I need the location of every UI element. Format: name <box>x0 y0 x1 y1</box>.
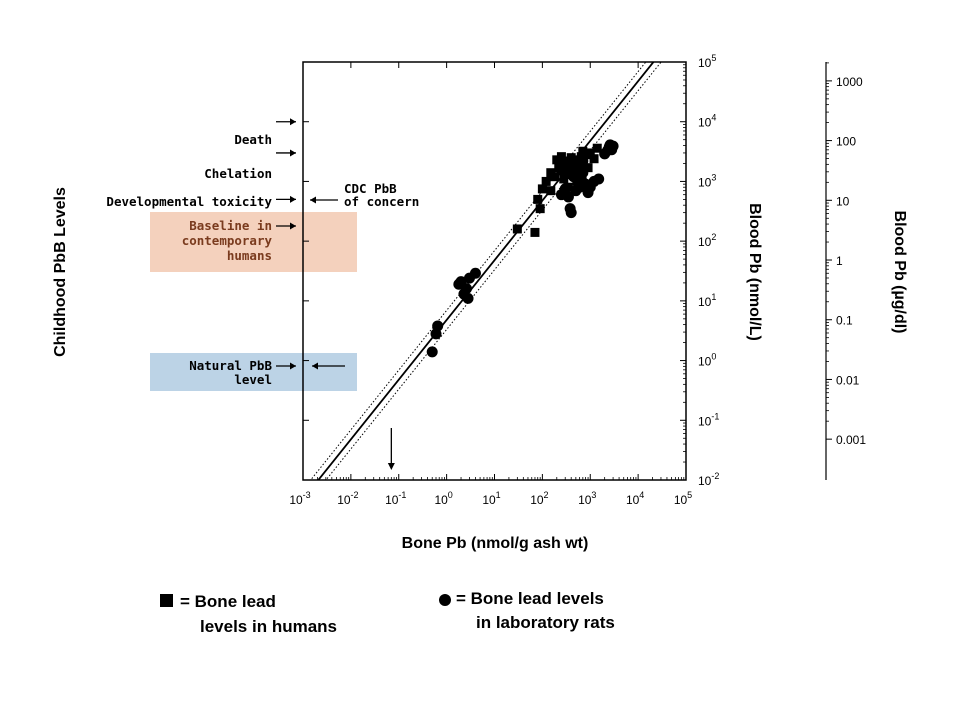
baseline-label-line3: humans <box>227 248 272 263</box>
developmental-toxicity-arrow-head <box>290 195 296 203</box>
rat-data-point <box>462 292 474 304</box>
ug-dl-tick-label: 1000 <box>836 75 863 89</box>
human-data-point <box>589 154 599 164</box>
human-data-point <box>546 186 556 196</box>
human-data-point <box>556 166 566 176</box>
human-data-point <box>552 155 562 165</box>
chelation-label: Chelation <box>204 166 272 181</box>
legend-humans-line1: = Bone lead <box>180 592 276 611</box>
rat-data-point <box>460 283 472 295</box>
baseline-arrow-head <box>290 222 296 230</box>
rat-data-point <box>426 346 438 358</box>
ug-dl-tick-label: 100 <box>836 135 856 149</box>
baseline-band <box>150 212 357 272</box>
x-tick-label: 10-1 <box>385 490 406 507</box>
y-tick-label: 10-1 <box>698 411 719 428</box>
human-data-point <box>546 168 556 178</box>
rat-data-point <box>593 173 605 185</box>
ug-dl-axis: 1000 100 10 1 0.1 0.01 0.001 <box>825 62 866 480</box>
legend-rats-line2: in laboratory rats <box>476 613 615 632</box>
death-label: Death <box>234 132 272 147</box>
annotations: Death Chelation Developmental toxicity C… <box>106 132 419 387</box>
human-data-point <box>566 153 576 163</box>
human-data-point <box>533 194 543 204</box>
rat-data-point <box>577 167 589 179</box>
ug-dl-tick-label: 0.1 <box>836 314 853 328</box>
cdc-arrow-head <box>310 196 316 204</box>
human-data-point <box>571 166 581 176</box>
data-points <box>426 139 619 358</box>
x-axis-ticks: 10-3 10-2 10-1 100 101 102 103 104 105 <box>289 62 692 507</box>
x-tick-label: 105 <box>674 490 692 507</box>
y-tick-label: 105 <box>698 53 716 70</box>
ug-dl-tick-label: 0.01 <box>836 373 860 387</box>
natural-label-line2: level <box>234 372 272 387</box>
annotation-arrows <box>276 118 395 470</box>
legend-square-marker <box>160 594 173 607</box>
cdc-label-line1: CDC PbB <box>344 181 397 196</box>
x-axis-title: Bone Pb (nmol/g ash wt) <box>402 535 589 552</box>
human-data-point <box>585 148 595 158</box>
y-tick-label: 100 <box>698 352 716 369</box>
x-tick-label: 102 <box>530 490 548 507</box>
y-tick-label: 104 <box>698 113 716 130</box>
y-tick-label: 103 <box>698 172 716 189</box>
natural-left-arrow-head <box>312 362 318 370</box>
natural-pbb-band <box>150 353 357 391</box>
baseline-label-line1: Baseline in <box>189 218 272 233</box>
x-tick-label: 10-2 <box>337 490 358 507</box>
developmental-toxicity-label: Developmental toxicity <box>106 194 272 209</box>
human-data-point <box>535 204 545 214</box>
natural-arrow-head <box>290 362 296 370</box>
right-y-axis-title: Blood Pb (nmol/L) <box>746 203 763 341</box>
x-tick-label: 104 <box>626 490 644 507</box>
ug-dl-tick-label: 1 <box>836 254 843 268</box>
ug-dl-tick-label: 0.001 <box>836 433 866 447</box>
rat-data-point <box>577 155 589 167</box>
chelation-arrow-head <box>290 149 296 157</box>
human-data-point <box>541 176 551 186</box>
natural-label-line1: Natural PbB <box>189 358 272 373</box>
x-tick-label: 103 <box>578 490 596 507</box>
baseline-label-line2: contemporary <box>182 233 273 248</box>
y-tick-label: 10-2 <box>698 471 719 488</box>
cdc-label-line2: of concern <box>344 194 419 209</box>
human-data-point <box>556 152 566 162</box>
x-tick-label: 101 <box>482 490 500 507</box>
y-axis-ticks: 105 104 103 102 101 100 10-1 10-2 <box>303 53 719 488</box>
rat-data-point <box>562 191 574 203</box>
human-data-point <box>581 150 591 160</box>
y-tick-label: 101 <box>698 292 716 309</box>
x-tick-label: 100 <box>434 490 452 507</box>
confidence-lower-line <box>325 62 662 480</box>
confidence-upper-line <box>310 62 647 480</box>
regression-lines <box>310 62 662 480</box>
human-data-point <box>537 184 547 194</box>
legend-circle-marker <box>439 594 451 606</box>
human-data-point <box>592 143 602 153</box>
legend-humans-line2: levels in humans <box>200 617 337 636</box>
left-y-axis-title: Childhood PbB Levels <box>52 187 69 357</box>
rat-data-point <box>432 320 444 332</box>
x-tick-label: 10-3 <box>289 490 310 507</box>
y-tick-label: 102 <box>698 232 716 249</box>
regression-line <box>317 62 655 480</box>
human-data-point <box>530 227 540 237</box>
rat-data-point <box>565 207 577 219</box>
human-data-point <box>559 174 569 184</box>
death-arrow-head <box>290 118 296 126</box>
rat-data-point <box>469 267 481 279</box>
legend-rats-line1: = Bone lead levels <box>456 589 604 608</box>
ug-dl-tick-label: 10 <box>836 194 850 208</box>
rat-data-point <box>562 162 574 174</box>
far-right-y-axis-title: Blood Pb (µg/dl) <box>891 211 908 334</box>
human-data-point <box>583 163 593 173</box>
rat-data-point <box>607 140 619 152</box>
human-data-point <box>512 224 522 234</box>
x-value-arrow-head <box>387 463 395 470</box>
